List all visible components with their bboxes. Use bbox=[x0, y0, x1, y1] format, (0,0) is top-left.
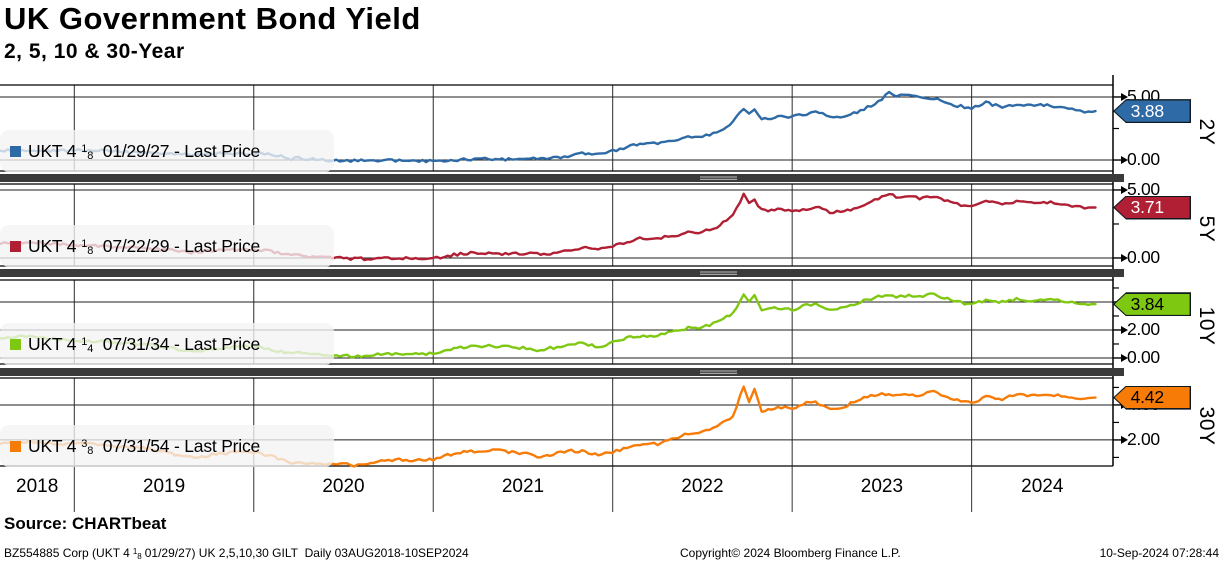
y-tick-arrowhead bbox=[1121, 156, 1128, 165]
footer-instrument-post: 01/29/27) UK 2,5,10,30 GILT Daily 03AUG2… bbox=[144, 546, 469, 560]
y-tick-arrowhead bbox=[1121, 253, 1128, 262]
footer-timestamp: 10-Sep-2024 07:28:44 bbox=[1099, 546, 1219, 560]
panel-divider-bar[interactable] bbox=[0, 269, 1124, 277]
y-tick-arrowhead bbox=[1121, 92, 1128, 101]
panel-divider-bar[interactable] bbox=[0, 174, 1124, 182]
series-line-5y bbox=[0, 192, 1097, 262]
y-tick-arrowhead bbox=[1121, 325, 1128, 334]
y-tick-arrowhead bbox=[1121, 353, 1128, 362]
divider-grip-icon[interactable] bbox=[700, 370, 737, 372]
footer-fraction-numerator: 1 bbox=[132, 547, 138, 556]
footer-fraction-denominator: 8 bbox=[137, 552, 142, 561]
y-tick-arrowhead bbox=[1121, 435, 1128, 444]
divider-grip-icon[interactable] bbox=[700, 273, 737, 275]
y-tick-arrowhead bbox=[1121, 400, 1128, 409]
y-tick-arrowhead bbox=[1121, 185, 1128, 194]
source-label: Source: CHARTbeat bbox=[4, 514, 167, 533]
footer-instrument: BZ554885 Corp (UKT 4 18 01/29/27) UK 2,5,1… bbox=[4, 546, 469, 561]
divider-grip-icon[interactable] bbox=[700, 176, 737, 178]
divider-grip-icon[interactable] bbox=[700, 178, 737, 180]
footer-copyright: Copyright© 2024 Bloomberg Finance L.P. bbox=[680, 546, 901, 560]
series-line-2y bbox=[0, 90, 1097, 164]
divider-grip-icon[interactable] bbox=[700, 271, 737, 273]
page-title: UK Government Bond Yield bbox=[4, 1, 421, 36]
page-subtitle: 2, 5, 10 & 30-Year bbox=[4, 40, 185, 63]
series-line-30y bbox=[0, 385, 1097, 468]
footer: BZ554885 Corp (UKT 4 18 01/29/27) UK 2,5,1… bbox=[0, 544, 1224, 564]
y-tick-arrowhead bbox=[1121, 297, 1128, 306]
panel-divider-bar[interactable] bbox=[0, 368, 1124, 376]
footer-instrument-pre: BZ554885 Corp (UKT 4 bbox=[4, 546, 130, 560]
divider-grip-icon[interactable] bbox=[700, 372, 737, 374]
series-line-10y bbox=[0, 292, 1097, 359]
